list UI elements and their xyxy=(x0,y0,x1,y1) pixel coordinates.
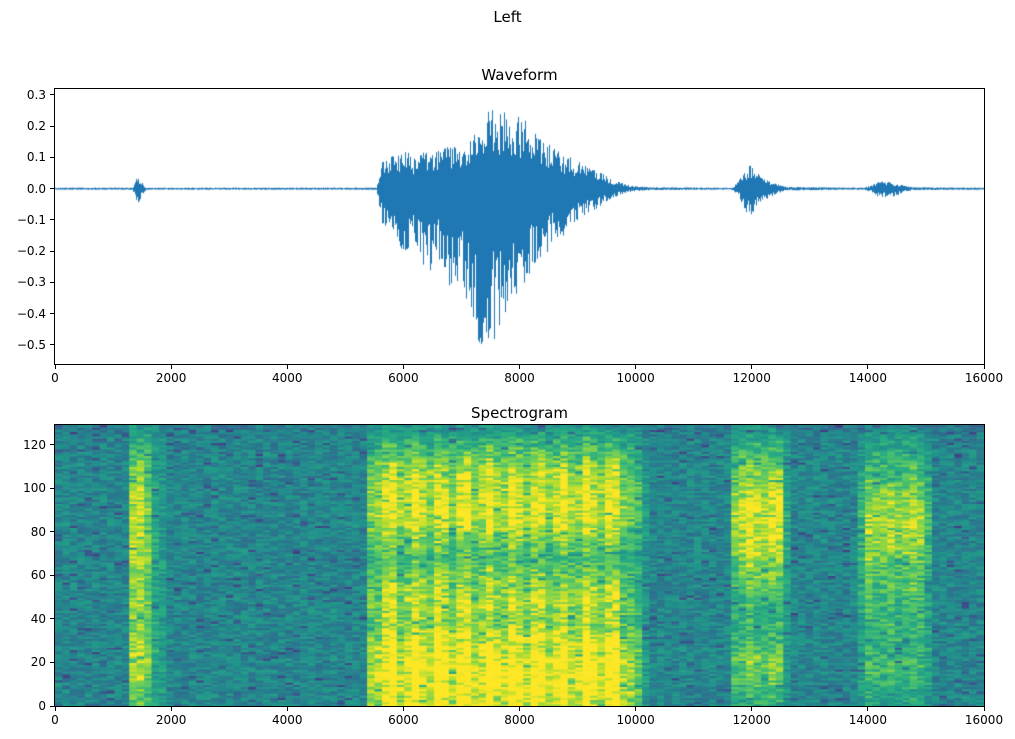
spectrogram-title: Spectrogram xyxy=(471,404,568,422)
waveform-title: Waveform xyxy=(481,66,558,84)
y-tick-label: 20 xyxy=(30,655,46,670)
x-tick-label: 12000 xyxy=(732,713,771,727)
x-tick-label: 4000 xyxy=(271,371,303,385)
y-tick-label: 60 xyxy=(30,568,46,583)
x-tick-mark xyxy=(402,365,404,369)
x-tick-label: 4000 xyxy=(271,713,303,727)
x-tick-mark xyxy=(286,707,288,711)
y-tick-label: 0.3 xyxy=(26,87,46,102)
x-tick-label: 10000 xyxy=(616,371,655,385)
y-tick-label: −0.1 xyxy=(16,212,46,227)
y-tick-label: 0.2 xyxy=(26,119,46,134)
y-tick-mark xyxy=(50,444,54,446)
x-tick-label: 16000 xyxy=(964,713,1004,727)
x-tick-label: 8000 xyxy=(504,713,535,727)
y-tick-mark xyxy=(50,618,54,620)
x-tick-label: 6000 xyxy=(388,371,419,385)
x-tick-label: 2000 xyxy=(155,713,187,727)
x-tick-label: 12000 xyxy=(732,371,771,385)
x-tick-label: 10000 xyxy=(616,713,655,727)
x-tick-mark xyxy=(867,707,869,711)
spectrogram-plot xyxy=(55,425,984,706)
y-tick-mark xyxy=(50,156,54,158)
y-tick-mark xyxy=(50,219,54,221)
x-tick-label: 14000 xyxy=(848,371,887,385)
x-tick-mark xyxy=(867,365,869,369)
y-tick-mark xyxy=(50,344,54,346)
y-tick-label: 0.1 xyxy=(26,150,46,165)
waveform-plot xyxy=(55,89,984,364)
y-tick-label: 120 xyxy=(23,437,46,452)
x-tick-mark xyxy=(519,707,520,711)
y-tick-mark xyxy=(50,94,54,96)
x-tick-mark xyxy=(170,707,172,711)
y-tick-mark xyxy=(50,705,54,707)
x-tick-mark xyxy=(751,365,753,369)
y-tick-mark xyxy=(50,487,54,489)
x-tick-mark xyxy=(635,707,637,711)
x-tick-label: 16000 xyxy=(964,371,1004,385)
y-tick-mark xyxy=(50,250,54,252)
x-tick-mark xyxy=(402,707,404,711)
x-tick-label: 8000 xyxy=(504,371,535,385)
y-tick-label: 100 xyxy=(23,481,46,496)
y-tick-mark xyxy=(50,188,54,190)
y-tick-mark xyxy=(50,531,54,533)
y-tick-label: 0 xyxy=(38,699,46,713)
y-tick-label: 0.0 xyxy=(26,181,46,196)
y-tick-label: 80 xyxy=(30,524,46,539)
y-tick-mark xyxy=(50,281,54,283)
x-tick-mark xyxy=(519,365,520,369)
x-tick-label: 14000 xyxy=(848,713,887,727)
x-tick-mark xyxy=(286,365,288,369)
x-tick-mark xyxy=(751,707,753,711)
x-tick-mark xyxy=(635,365,637,369)
y-tick-mark xyxy=(50,661,54,663)
x-tick-mark xyxy=(983,707,985,711)
y-tick-mark xyxy=(50,313,54,315)
figure-title: Left xyxy=(493,8,522,26)
y-tick-mark xyxy=(50,574,54,576)
x-tick-mark xyxy=(54,707,56,711)
x-tick-mark xyxy=(170,365,172,369)
x-tick-label: 0 xyxy=(51,713,59,727)
y-tick-label: −0.5 xyxy=(16,337,46,352)
x-tick-label: 2000 xyxy=(155,371,187,385)
y-tick-label: −0.3 xyxy=(16,275,46,290)
x-tick-label: 6000 xyxy=(388,713,419,727)
y-tick-label: −0.2 xyxy=(16,244,46,259)
y-tick-label: 40 xyxy=(30,611,46,626)
x-tick-mark xyxy=(54,365,56,369)
y-tick-mark xyxy=(50,125,54,127)
x-tick-label: 0 xyxy=(51,371,59,385)
y-tick-label: −0.4 xyxy=(16,306,46,321)
x-tick-mark xyxy=(983,365,985,369)
